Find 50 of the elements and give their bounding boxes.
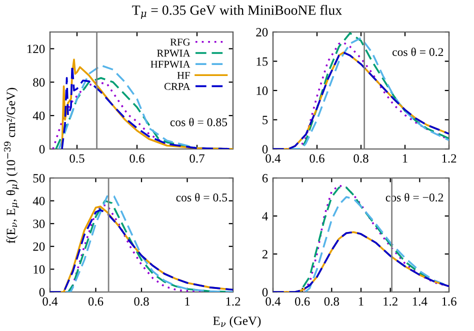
y-tick-label: 30: [33, 220, 45, 228]
chart-title: T$_{μ}$ = 0.35 GeV with MiniBooNE flux: [132, 4, 342, 19]
text: f(E$_{ν}$, E$_{μ}$, θ$_{μ}$) (10$^{−39}$ cm²/GeV): [4, 88, 19, 244]
y-tick-label: 10: [34, 265, 45, 274]
y-tick-label: 0: [262, 288, 268, 296]
x-tick-label: 0.4: [266, 154, 281, 163]
x-tick-label: 1: [358, 297, 364, 306]
x-tick-label: 1.2: [442, 154, 456, 163]
x-tick-label: 1.2: [226, 297, 240, 306]
y-tick-label: 40: [32, 112, 45, 120]
y-tick-label: 0: [262, 145, 268, 154]
legend-label: RFG: [170, 38, 190, 46]
x-tick-label: 1: [185, 297, 190, 306]
annotation: cos θ = 0.2: [392, 48, 444, 56]
y-tick-label: 2: [262, 250, 268, 258]
annotation: cos θ = 0.85: [170, 118, 228, 126]
y-tick-label: 4: [262, 212, 268, 220]
legend-label: HFPWIA: [150, 60, 190, 68]
y-tick-label: 15: [256, 57, 268, 66]
x-tick-label: 0.5: [70, 154, 84, 163]
y-tick-label: 50: [33, 174, 45, 182]
x-tick-label: 0.4: [42, 297, 58, 306]
y-tick-label: 0: [39, 288, 45, 296]
x-tick-label: 0.8: [134, 297, 149, 306]
legend-label: HF: [177, 72, 190, 79]
y-tick-label: 5: [262, 116, 268, 124]
y-tick-label: 10: [256, 86, 268, 95]
x-axis-title: E$_{ν}$ (GeV): [213, 316, 261, 328]
x-tick-label: 0.7: [190, 154, 204, 163]
y-tick-label: 40: [32, 196, 45, 206]
x-tick-label: 0.6: [294, 297, 310, 306]
y-tick-label: 120: [27, 44, 45, 54]
x-tick-label: 1: [402, 154, 408, 163]
annotation: cos θ = 0.5: [176, 193, 228, 202]
x-tick-label: 0.6: [88, 297, 104, 306]
x-tick-label: 0.8: [354, 154, 368, 163]
y-tick-label: 80: [33, 78, 45, 87]
x-tick-label: 1.2: [384, 297, 398, 306]
legend-label: RPWIA: [157, 50, 190, 57]
y-tick-label: 6: [262, 174, 268, 182]
x-tick-label: 0.4: [266, 297, 281, 306]
x-tick-label: 0.8: [324, 297, 340, 306]
y-tick-label: 0: [39, 145, 45, 154]
legend-label: CRPA: [164, 82, 190, 90]
y-tick-label: 20: [33, 242, 45, 251]
x-tick-label: 1.4: [412, 297, 428, 306]
x-tick-label: 0.6: [130, 154, 144, 163]
x-tick-label: 0.6: [310, 154, 324, 163]
x-tick-label: 1.6: [442, 297, 456, 306]
y-tick-label: 20: [256, 28, 268, 36]
